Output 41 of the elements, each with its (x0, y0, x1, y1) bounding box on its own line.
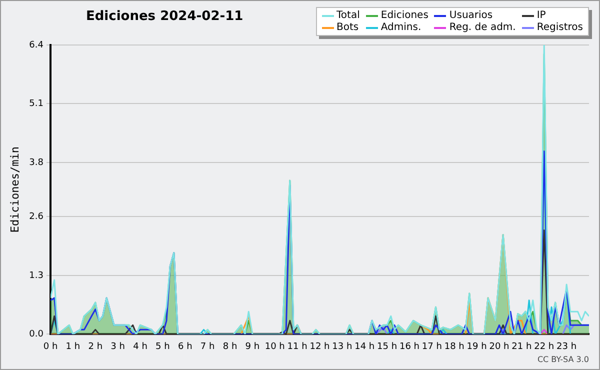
y-tick-label: 2.6 (29, 212, 44, 222)
legend-label: Reg. de adm. (449, 22, 516, 33)
y-tick-label: 3.8 (29, 158, 44, 168)
x-tick-label: 11 h (287, 342, 308, 352)
x-tick-label: 23 h (556, 342, 577, 352)
legend-label: Total (336, 10, 360, 21)
x-tick-label: 2 h (88, 342, 103, 352)
y-tick-label: 1.3 (29, 270, 44, 281)
x-tick-label: 16 h (399, 342, 420, 352)
x-tick-label: 14 h (354, 342, 375, 352)
legend-label: Admins. (380, 22, 422, 33)
x-tick-label: 3 h (110, 342, 125, 352)
text: CC BY-SA 3.0 (537, 355, 589, 364)
legend-label: Ediciones (380, 10, 428, 21)
x-tick-label: 5 h (156, 342, 170, 352)
x-tick-label: 6 h (178, 342, 192, 352)
chart-title: Ediciones 2024-02-11 (86, 9, 244, 24)
x-tick-label: 8 h (222, 342, 238, 352)
legend-label: Bots (336, 22, 359, 33)
x-tick-label: 21 h (512, 342, 532, 352)
x-tick-label: 18 h (444, 342, 464, 352)
x-tick-label: 15 h (377, 342, 398, 352)
x-tick-label: 10 h (264, 342, 285, 352)
legend-label: Registros (536, 22, 583, 33)
x-tick-label: 9 h (245, 342, 260, 352)
x-tick-label: 17 h (422, 342, 442, 352)
y-tick-label: 5.1 (29, 99, 44, 110)
legend-label: Usuarios (449, 10, 493, 21)
x-tick-label: 12 h (310, 342, 330, 352)
x-tick-label: 1 h (66, 342, 80, 352)
y-tick-label: 6.4 (29, 40, 44, 50)
x-tick-label: 13 h (332, 342, 352, 352)
y-tick-label: 0.0 (29, 330, 44, 340)
legend-label: IP (536, 10, 546, 21)
x-tick-label: 7 h (200, 342, 215, 352)
x-tick-label: 20 h (489, 342, 510, 352)
x-tick-label: 22 h (534, 342, 554, 352)
x-tick-label: 4 h (133, 342, 148, 352)
y-axis-title: Ediciones/min (8, 146, 22, 233)
x-tick-label: 19 h (466, 342, 487, 352)
x-tick-label: 0 h (43, 342, 58, 352)
